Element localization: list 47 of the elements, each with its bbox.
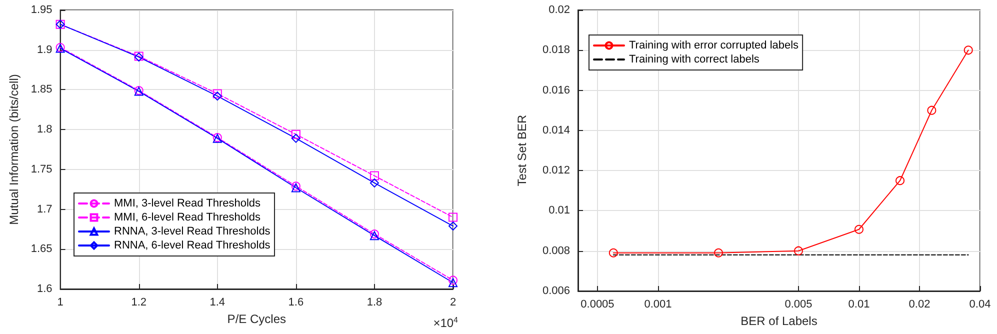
y-tick-label: 1.95: [30, 4, 52, 16]
x-tick-label: 2: [450, 296, 456, 308]
y-tick-label: 0.02: [548, 4, 570, 16]
x-tick-label: 0.04: [969, 298, 991, 310]
y-tick-label: 1.7: [37, 203, 52, 216]
y-tick-label: 1.9: [37, 44, 52, 56]
x-tick-label: 1.8: [366, 296, 382, 308]
y-tick-label: 0.014: [542, 124, 570, 136]
x-tick-label: 1.6: [288, 296, 304, 308]
point: [291, 134, 300, 143]
y-tick-label: 0.008: [542, 244, 570, 257]
y-tick-label: 0.012: [542, 164, 570, 177]
y-tick-label: 0.018: [542, 44, 570, 56]
y-tick-label: 1.85: [30, 84, 52, 96]
y-axis-title: Test Set BER: [515, 114, 529, 186]
y-tick-label: 0.01: [548, 204, 570, 217]
point: [212, 92, 222, 101]
x-tick-label: 0.01: [848, 298, 870, 310]
point: [370, 171, 379, 180]
point: [448, 276, 458, 285]
x-tick-label: 0.02: [908, 298, 930, 310]
x-tick-label: 1.4: [210, 296, 226, 308]
y-tick-label: 1.8: [37, 124, 52, 136]
y-tick-label: 0.006: [542, 285, 570, 297]
point: [291, 130, 300, 139]
x-tick-label: 1.2: [131, 296, 146, 308]
legend-label: Training with error corrupted labels: [629, 40, 800, 52]
point: [212, 89, 222, 98]
point: [448, 222, 458, 231]
point: [370, 178, 379, 188]
y-tick-label: 1.6: [37, 283, 52, 295]
x-axis-title: BER of Labels: [740, 314, 818, 328]
y-tick-label: 1.75: [30, 163, 52, 176]
x-axis-title: P/E Cycles: [227, 312, 286, 326]
x-tick-label: 0.0005: [580, 298, 614, 310]
x-tick-label: 1: [57, 296, 64, 308]
x-tick-label: 0.005: [784, 298, 812, 310]
x-tick-label: 0.001: [644, 298, 672, 310]
y-tick-label: 1.65: [30, 243, 52, 256]
y-tick-label: 0.016: [542, 84, 570, 96]
legend-label: RNNA, 6-level Read Thresholds: [114, 240, 271, 252]
legend-label: RNNA, 3-level Read Thresholds: [114, 226, 271, 238]
legend-label: MMI, 6-level Read Thresholds: [114, 212, 262, 224]
y-axis-title: Mutual Information (bits/cell): [7, 74, 21, 225]
legend-label: MMI, 3-level Read Thresholds: [114, 198, 262, 210]
legend-label: Training with correct labels: [629, 54, 760, 66]
point: [448, 212, 458, 222]
